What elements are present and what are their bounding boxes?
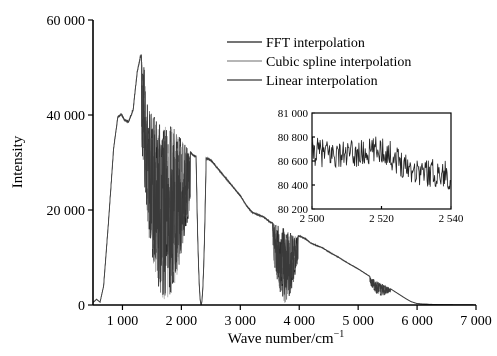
legend-label-linear: Linear interpolation [266,74,378,89]
x-tick-label: 6 000 [401,314,433,329]
inset-x-axis-ticks: 2 500 2 520 2 540 [300,206,464,225]
inset-line [311,136,452,190]
y-axis-ticks: 0 20 000 40 000 60 000 [47,14,93,314]
series-lines [92,54,476,306]
legend-label-cubic: Cubic spline interpolation [266,55,411,70]
x-tick-label: 2 000 [166,314,198,329]
x-tick-label: 3 000 [225,314,257,329]
y-tick-label: 0 [78,299,85,314]
inset-y-tick-label: 81 000 [278,108,309,120]
y-axis-title: Intensity [10,135,26,188]
y-tick-label: 60 000 [47,14,86,29]
series-line-2 [92,55,476,306]
legend-label-fft: FFT interpolation [266,36,365,51]
inset-y-tick-label: 80 800 [278,132,309,144]
inset-y-axis-ticks: 80 200 80 400 80 600 80 800 81 000 [278,108,315,216]
y-tick-label: 20 000 [47,204,86,219]
x-tick-label: 4 000 [283,314,315,329]
main-plot: 1 000 2 000 3 000 4 000 5 000 6 000 7 000 0 20 … [10,14,492,347]
x-axis-ticks: 1 000 2 000 3 000 4 000 5 000 6 000 7 000 [107,305,492,329]
inset-series-line [311,136,452,190]
inset-y-tick-label: 80 400 [278,180,309,192]
legend: FFT interpolation Cubic spline interpola… [227,36,411,89]
x-tick-label: 1 000 [107,314,139,329]
inset-plot: 2 500 2 520 2 540 80 200 80 400 80 600 80 800… [278,108,464,225]
x-axis-title-superscript: −1 [334,329,345,340]
x-axis-title: Wave number/cm−1 [228,329,344,347]
inset-y-tick-label: 80 600 [278,156,309,168]
x-tick-label: 5 000 [342,314,374,329]
x-tick-label: 7 000 [460,314,492,329]
inset-x-tick-label: 2 540 [439,213,464,225]
inset-y-tick-label: 80 200 [278,204,309,216]
inset-x-tick-label: 2 500 [300,213,325,225]
y-tick-label: 40 000 [47,109,86,124]
inset-x-tick-label: 2 520 [369,213,394,225]
